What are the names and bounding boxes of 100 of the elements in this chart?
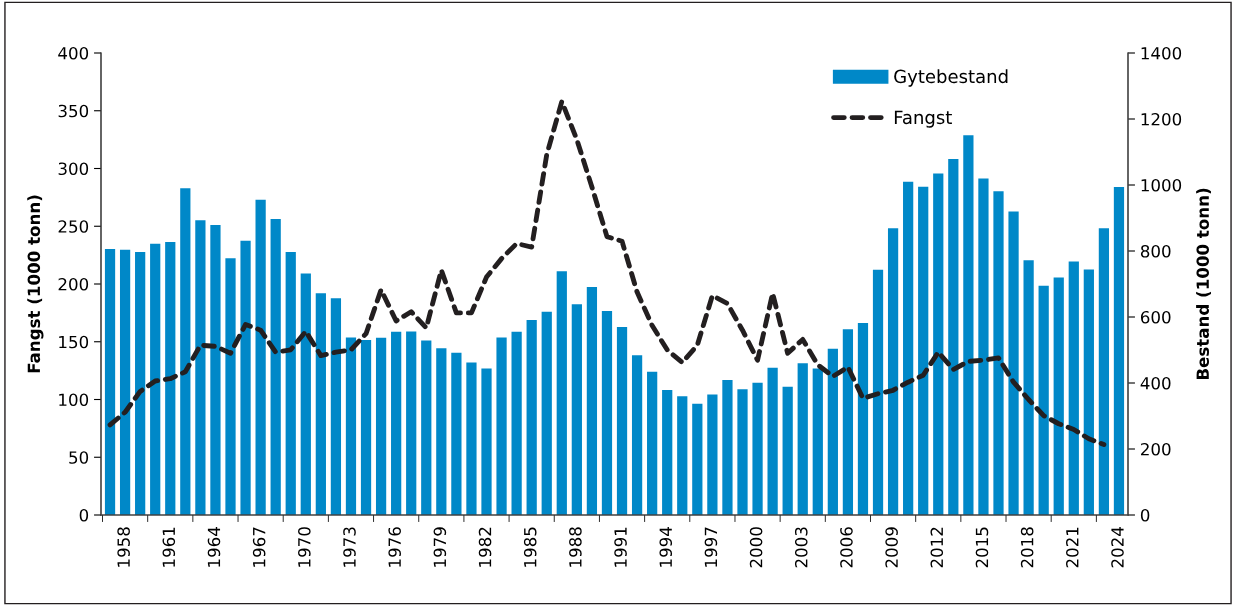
bar [210,224,221,515]
bar [466,362,477,515]
bar [345,337,357,515]
bar [421,340,432,515]
y2-tick-label: 0 [1140,508,1150,522]
y-tick-label: 300 [58,162,89,176]
x-tick-label: 2015 [975,527,989,568]
bar [662,389,673,515]
bar [360,340,372,515]
x-tick-label: 1976 [388,527,401,567]
bar [918,186,929,515]
bar [1083,269,1094,515]
bar [767,367,778,515]
x-tick-label: 1994 [659,527,673,567]
bar [481,368,492,515]
x-tick-label: 1991 [614,527,627,567]
bar [631,355,643,515]
bar [827,348,838,515]
bar [165,242,176,515]
bar [406,331,417,515]
bar [270,218,281,515]
bar [330,298,342,515]
y2-tick-label: 200 [1141,442,1171,456]
x-tick-label: 1979 [433,527,447,567]
legend-label: Fangst [894,110,952,128]
y-tick-label: 150 [59,335,89,349]
bar [285,251,296,515]
x-tick-label: 1967 [252,527,266,567]
bar [225,258,236,515]
bar [1068,261,1079,515]
y2-tick-label: 1000 [1141,178,1182,192]
x-tick-label: 2006 [840,527,853,568]
x-tick-label: 2000 [749,527,763,568]
bar [436,348,447,515]
y-tick-label: 200 [58,277,89,291]
bar [104,249,116,515]
bar [752,382,763,515]
y-tick-label: 0 [79,508,89,522]
bar [857,322,869,515]
bar [842,329,854,515]
bar [571,304,582,515]
bar [391,331,402,515]
x-tick-label: 1982 [478,527,492,567]
bar [541,311,552,515]
bar [707,394,718,515]
y2-tick-label: 800 [1140,244,1171,258]
y2-tick-label: 400 [1140,376,1171,390]
x-tick-label: 1961 [162,527,176,567]
bar [1113,186,1125,515]
y2-tick-label: 1400 [1141,46,1182,60]
x-tick-label: 1958 [117,527,130,567]
bar [451,352,462,515]
bar [375,337,387,515]
bar [782,386,793,515]
bar [616,326,628,515]
bar [586,286,598,515]
bar [240,240,251,515]
bar [797,363,808,515]
bar [300,273,311,515]
bar [195,220,206,515]
bar [903,181,914,515]
bar [647,371,658,515]
line-series [107,99,1107,447]
bar [872,269,884,515]
bar [1023,260,1034,515]
x-tick-label: 1964 [207,527,221,567]
bar [526,319,537,515]
x-tick-label: 2003 [794,527,808,568]
bar [948,158,959,515]
bar [255,199,266,515]
bar [978,178,989,515]
y-tick-label: 50 [69,451,89,464]
bar [963,135,974,515]
x-tick-label: 1988 [569,527,582,567]
bar [887,228,899,515]
bar [180,188,191,515]
bar [1038,285,1049,515]
x-tick-label: 2018 [1020,527,1034,568]
bar [993,191,1004,515]
y2-tick-label: 1200 [1141,112,1182,126]
x-tick-label: 2012 [930,527,944,568]
bar [511,331,522,515]
bar [677,396,688,515]
bar [812,368,823,515]
x-tick-label: 1997 [704,527,718,567]
y-axis-title: Fangst (1000 tonn) [27,195,44,373]
y-tick-label: 100 [59,393,89,407]
bar [722,380,733,515]
x-tick-label: 1970 [298,527,311,567]
y-tick-label: 400 [58,46,89,60]
bar [601,311,613,515]
bar [737,389,748,515]
bar [692,403,703,515]
bar [933,173,944,515]
legend-label: Gytebestand [894,69,1008,87]
bar [1053,277,1064,515]
bar [496,337,507,515]
bar [1008,211,1019,515]
bar [315,293,326,515]
bar [150,243,161,515]
